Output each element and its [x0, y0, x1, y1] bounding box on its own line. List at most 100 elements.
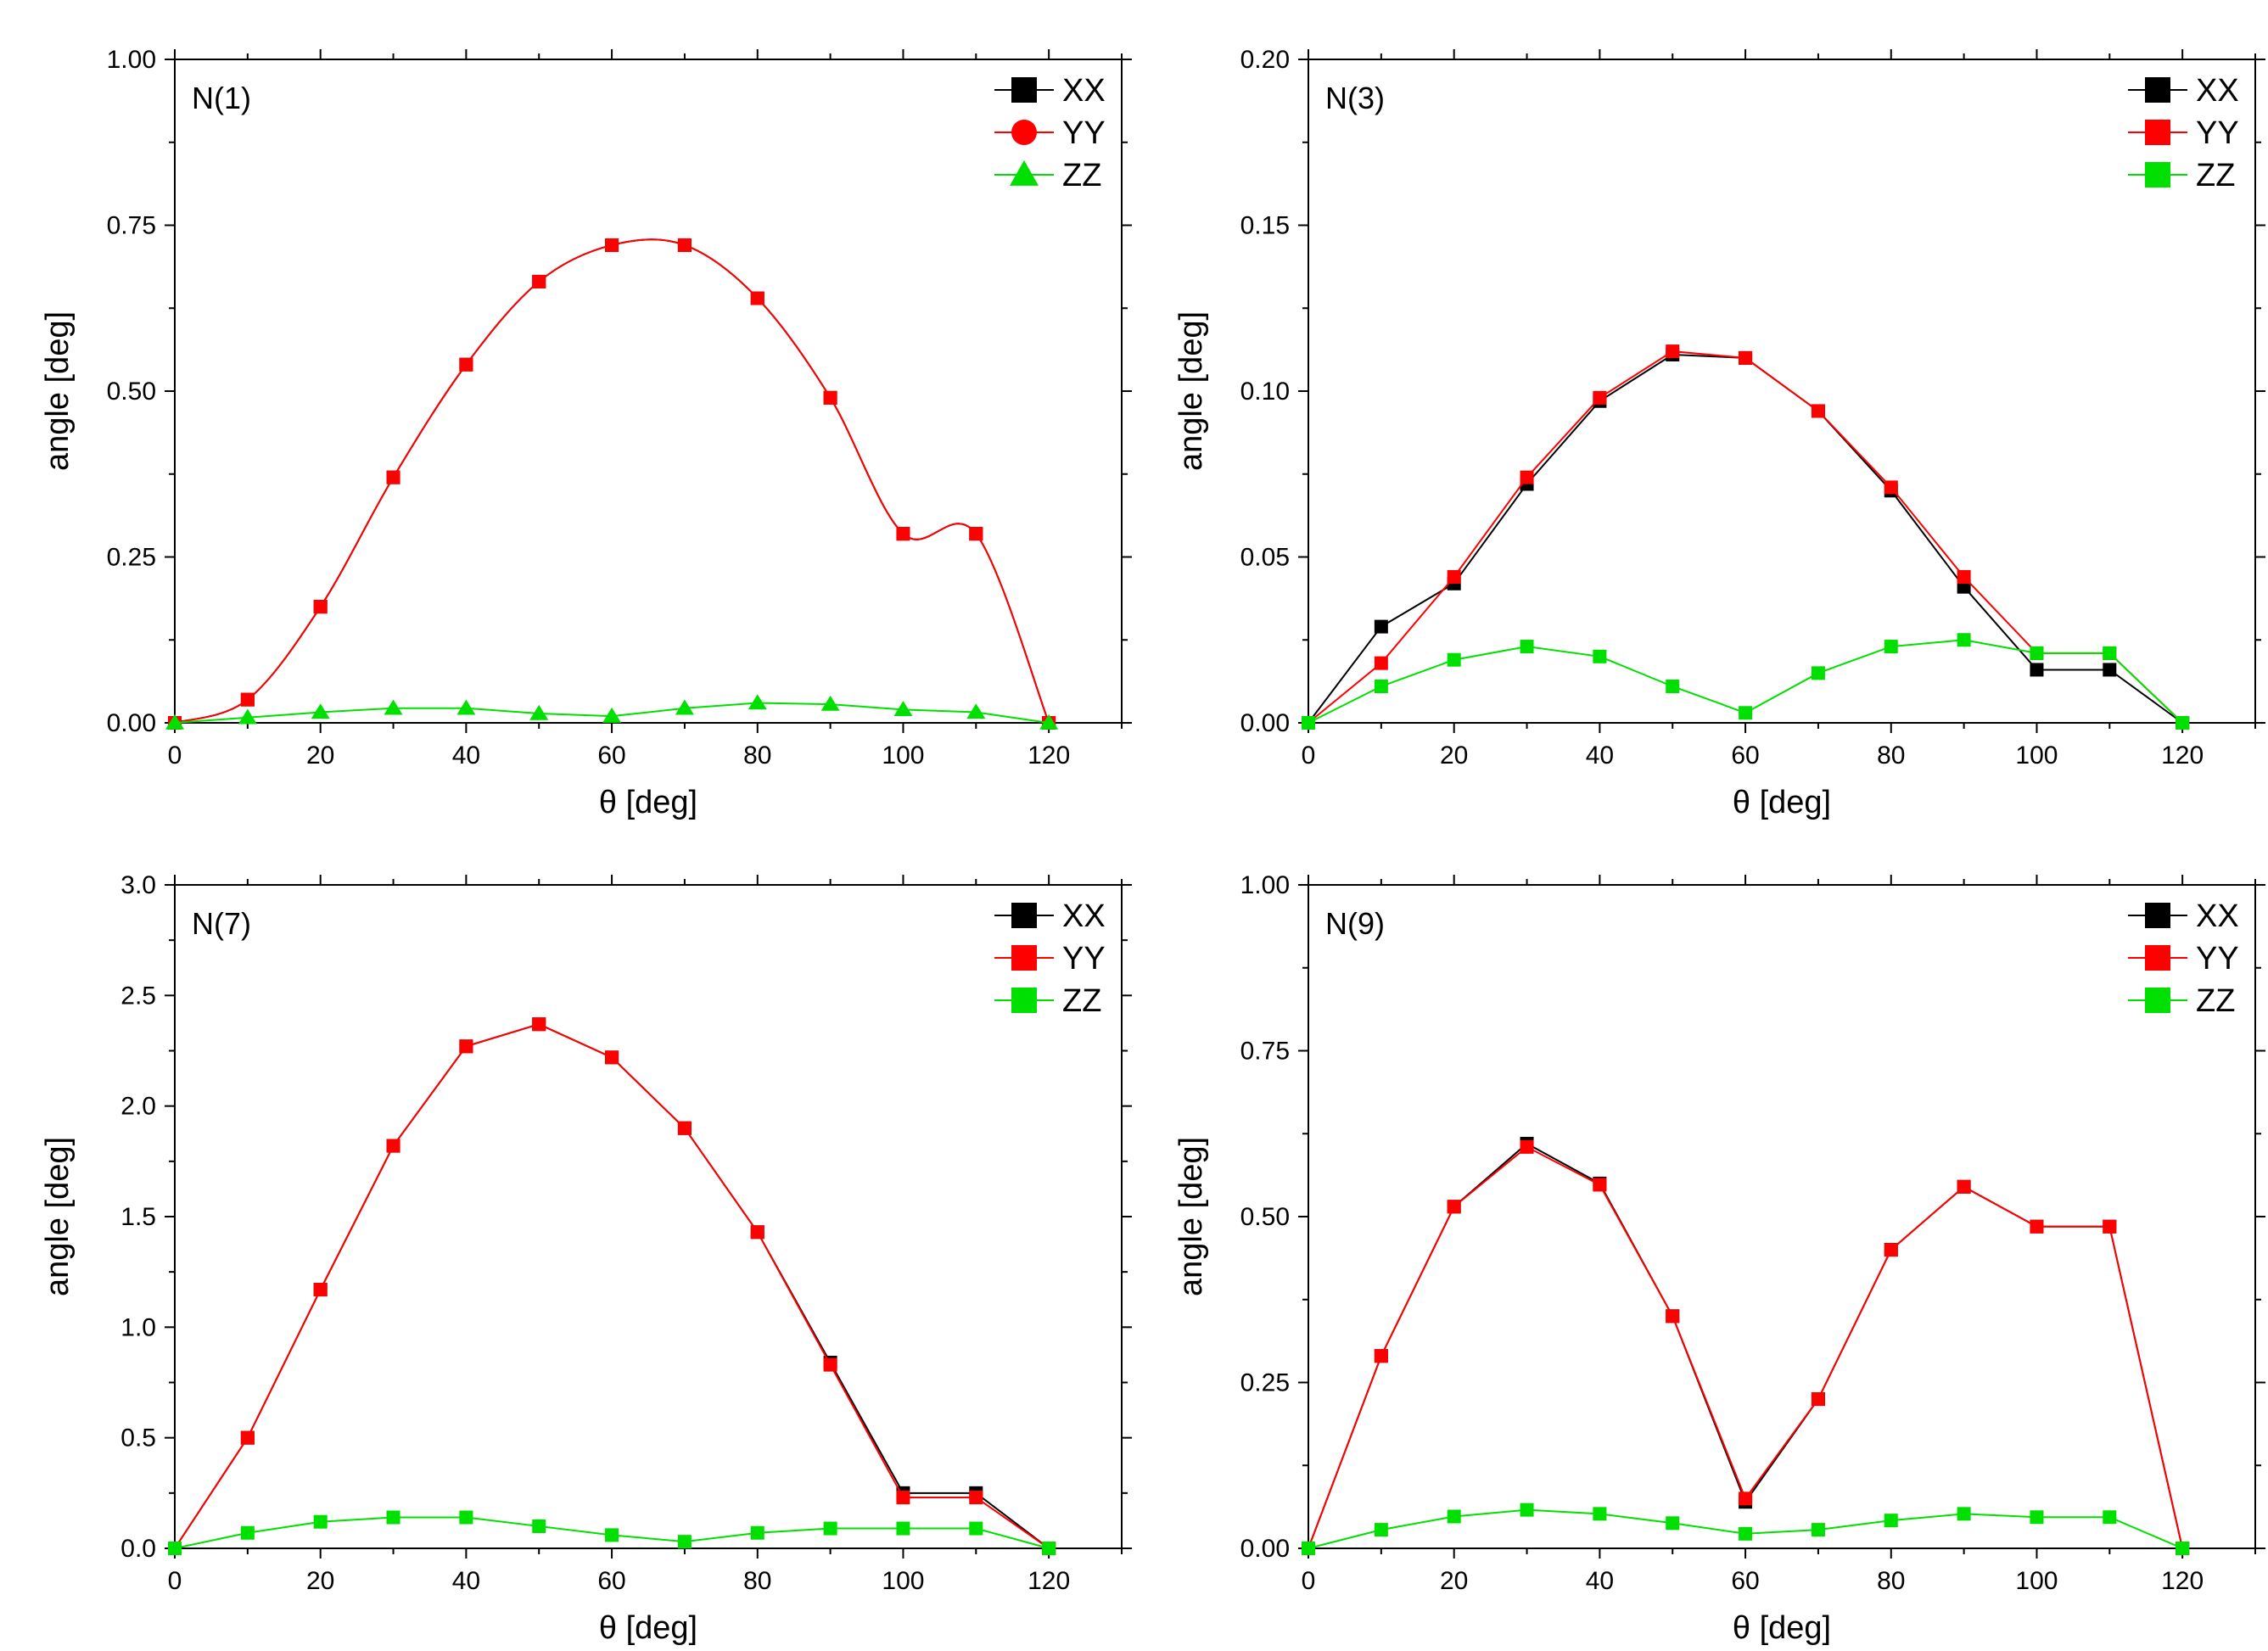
- data-point-zz: [1884, 640, 1898, 654]
- y-axis: 0.0 0.5 1.0 1.5 2.0 2.5 3.0: [120, 871, 1132, 1563]
- data-point-zz: [1666, 1516, 1680, 1531]
- x-axis-label: θ [deg]: [1733, 785, 1831, 820]
- y-tick-label: 1.0: [120, 1313, 156, 1341]
- chart-panel-n7: 0 20 40 60 80 100 120 0.0 0.5 1.0 1.5 2.0 2.5 3.0 θ [d…: [0, 826, 1134, 1651]
- data-point-zz: [456, 699, 476, 715]
- y-tick-label: 0.00: [1240, 709, 1290, 737]
- data-point-zz: [459, 1510, 473, 1525]
- data-point-yy: [677, 238, 692, 252]
- data-point-zz: [750, 1525, 764, 1540]
- chart-n9: 0 20 40 60 80 100 120 0.00 0.25 0.50 0.75 1.00 θ [de…: [1173, 871, 2265, 1646]
- series-line-xx: [174, 1023, 1050, 1549]
- data-point-yy: [969, 527, 983, 541]
- data-point-zz: [1520, 640, 1534, 654]
- x-tick-label: 60: [597, 1567, 625, 1595]
- x-tick-label: 0: [168, 1567, 182, 1595]
- legend-label-yy: YY: [1062, 941, 1106, 977]
- data-point-zz: [311, 703, 330, 719]
- chart-n3: 0 20 40 60 80 100 120 0.00 0.05 0.10 0.15 0.20 θ [de…: [1173, 46, 2265, 820]
- data-point-yy: [823, 1357, 837, 1372]
- data-point-yy: [1593, 390, 1607, 405]
- series-line-yy: [1308, 350, 2183, 724]
- x-tick-label: 120: [2161, 1567, 2204, 1595]
- plot-frame: [174, 884, 1123, 1549]
- data-point-zz: [748, 694, 767, 710]
- chart-panel-n1: 0 20 40 60 80 100 120 0.00 0.25 0.50 0.75 1.00 θ [de…: [0, 0, 1134, 826]
- data-point-zz: [1302, 716, 1315, 730]
- data-point-yy: [313, 600, 328, 614]
- series-yy: [168, 1017, 1056, 1555]
- legend-label-yy: YY: [2196, 115, 2239, 151]
- data-point-zz: [532, 1519, 546, 1533]
- y-tick-label: 0.05: [1240, 544, 1290, 572]
- series-zz: [1302, 633, 2190, 730]
- series-yy: [168, 238, 1056, 730]
- data-point-zz: [529, 704, 549, 720]
- y-tick-label: 0.25: [107, 544, 156, 572]
- data-point-zz: [1811, 666, 1825, 680]
- legend-marker-xx: [2145, 903, 2170, 928]
- y-axis: 0.00 0.05 0.10 0.15 0.20: [1240, 46, 2265, 737]
- x-tick-label: 100: [2015, 1567, 2058, 1595]
- data-point-yy: [896, 527, 910, 541]
- plot-frame: [1308, 59, 2256, 724]
- data-point-yy: [1811, 404, 1825, 418]
- data-point-yy: [240, 692, 255, 707]
- y-tick-label: 1.00: [107, 46, 156, 74]
- data-point-zz: [677, 1535, 692, 1549]
- plot-frame: [174, 59, 1123, 724]
- data-point-yy: [1593, 1178, 1607, 1192]
- x-axis: 0 20 40 60 80 100 120: [1302, 875, 2256, 1595]
- legend-marker-xx: [1011, 903, 1037, 928]
- data-point-yy: [386, 1139, 400, 1153]
- data-point-zz: [1039, 714, 1059, 730]
- legend: XX YY ZZ: [2128, 73, 2239, 193]
- legend-marker-yy: [2145, 945, 2170, 971]
- data-point-zz: [896, 1521, 910, 1536]
- data-point-zz: [1884, 1514, 1898, 1528]
- series-yy: [1302, 1139, 2190, 1555]
- y-tick-label: 0.10: [1240, 378, 1290, 406]
- x-tick-label: 80: [1877, 1567, 1905, 1595]
- y-tick-label: 1.5: [120, 1203, 156, 1231]
- panel-label: N(1): [192, 81, 251, 115]
- legend: XX YY ZZ: [994, 898, 1106, 1019]
- panel-label: N(3): [1325, 81, 1385, 115]
- x-tick-label: 20: [306, 742, 334, 770]
- series-yy: [1302, 344, 2190, 730]
- legend-marker-yy: [1011, 945, 1037, 971]
- data-point-yy: [1374, 656, 1388, 670]
- x-tick-label: 40: [1586, 1567, 1614, 1595]
- data-point-zz: [893, 701, 913, 717]
- y-tick-label: 1.00: [1240, 871, 1290, 899]
- data-point-yy: [1884, 480, 1898, 495]
- data-point-zz: [238, 708, 257, 725]
- data-point-zz: [1666, 679, 1680, 693]
- legend-label-zz: ZZ: [2196, 983, 2235, 1019]
- series-group: [165, 238, 1059, 730]
- data-point-yy: [1666, 1309, 1680, 1324]
- data-point-zz: [386, 1510, 400, 1525]
- x-tick-label: 120: [1028, 1567, 1070, 1595]
- data-point-zz: [675, 699, 694, 715]
- data-point-zz: [1374, 679, 1388, 693]
- chart-panel-n3: 0 20 40 60 80 100 120 0.00 0.05 0.10 0.15 0.20 θ [de…: [1134, 0, 2268, 826]
- x-tick-label: 20: [1440, 1567, 1468, 1595]
- data-point-yy: [1447, 569, 1461, 584]
- panel-label: N(7): [192, 906, 251, 941]
- series-zz: [165, 694, 1059, 730]
- data-point-yy: [1884, 1243, 1898, 1257]
- x-axis-label: θ [deg]: [599, 785, 697, 820]
- legend-marker-xx: [2145, 77, 2170, 103]
- data-point-zz: [1811, 1523, 1825, 1537]
- y-tick-label: 0.50: [107, 378, 156, 406]
- x-tick-label: 40: [1586, 742, 1614, 770]
- data-point-yy: [969, 1491, 983, 1505]
- data-point-yy: [1374, 1349, 1388, 1363]
- x-tick-label: 60: [1731, 1567, 1759, 1595]
- y-axis-label: angle [deg]: [40, 1137, 76, 1296]
- legend-marker-zz: [2145, 988, 2170, 1013]
- data-point-zz: [1447, 652, 1461, 667]
- series-line-xx: [1308, 1142, 2184, 1549]
- x-axis-label: θ [deg]: [599, 1610, 697, 1646]
